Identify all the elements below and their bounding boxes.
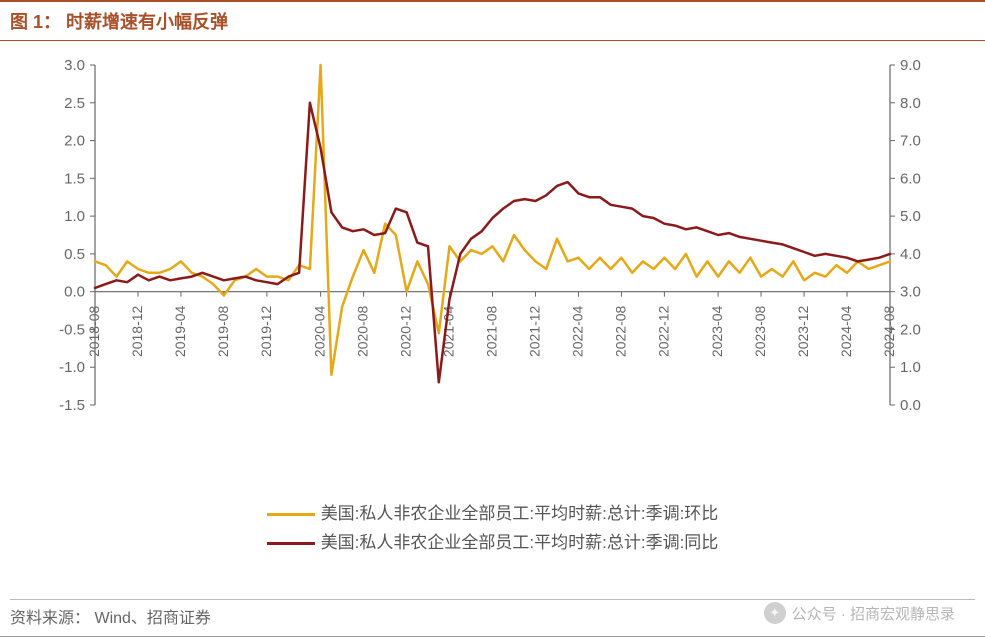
source-label: 资料来源： (10, 610, 90, 627)
svg-text:2021-12: 2021-12 (526, 305, 542, 357)
svg-text:3.0: 3.0 (64, 57, 85, 74)
svg-text:2019-04: 2019-04 (172, 305, 188, 357)
svg-text:2020-08: 2020-08 (355, 305, 371, 357)
svg-text:0.0: 0.0 (900, 397, 921, 414)
svg-text:0.0: 0.0 (64, 284, 85, 301)
svg-text:2.5: 2.5 (64, 95, 85, 112)
svg-text:2023-04: 2023-04 (709, 305, 725, 357)
svg-text:3.0: 3.0 (900, 284, 921, 301)
svg-text:9.0: 9.0 (900, 57, 921, 74)
svg-text:0.5: 0.5 (64, 246, 85, 263)
chart-area: -1.5-1.0-0.50.00.51.01.52.02.53.00.01.02… (40, 55, 945, 485)
legend-swatch-1 (267, 542, 315, 545)
svg-text:2020-12: 2020-12 (398, 305, 414, 357)
svg-text:1.0: 1.0 (900, 359, 921, 376)
legend-label-1: 美国:私人非农企业全部员工:平均时薪:总计:季调:同比 (321, 529, 719, 558)
svg-text:2.0: 2.0 (900, 321, 921, 338)
legend-label-0: 美国:私人非农企业全部员工:平均时薪:总计:季调:环比 (321, 500, 719, 529)
svg-text:2020-04: 2020-04 (312, 305, 328, 357)
svg-text:2023-12: 2023-12 (795, 305, 811, 357)
title-prefix: 图 1： (10, 12, 61, 32)
legend-item-0: 美国:私人非农企业全部员工:平均时薪:总计:季调:环比 (0, 500, 985, 529)
watermark: ✦ 公众号 · 招商宏观静思录 (764, 602, 955, 624)
svg-text:2018-08: 2018-08 (86, 305, 102, 357)
svg-text:1.0: 1.0 (64, 208, 85, 225)
title-bar: 图 1： 时薪增速有小幅反弹 (0, 0, 985, 41)
svg-text:2019-12: 2019-12 (258, 305, 274, 357)
svg-text:2022-04: 2022-04 (569, 305, 585, 357)
svg-text:2022-08: 2022-08 (612, 305, 628, 357)
svg-text:-0.5: -0.5 (59, 321, 85, 338)
legend-swatch-0 (267, 513, 315, 516)
svg-text:8.0: 8.0 (900, 95, 921, 112)
svg-text:2023-08: 2023-08 (752, 305, 768, 357)
watermark-text: 公众号 · 招商宏观静思录 (792, 603, 955, 624)
chart-title: 时薪增速有小幅反弹 (66, 12, 228, 32)
legend: 美国:私人非农企业全部员工:平均时薪:总计:季调:环比 美国:私人非农企业全部员… (0, 500, 985, 558)
svg-text:7.0: 7.0 (900, 133, 921, 150)
svg-text:2024-08: 2024-08 (881, 305, 897, 357)
svg-text:4.0: 4.0 (900, 246, 921, 263)
wechat-icon: ✦ (764, 602, 786, 624)
svg-text:2024-04: 2024-04 (838, 305, 854, 357)
svg-text:1.5: 1.5 (64, 170, 85, 187)
svg-text:-1.5: -1.5 (59, 397, 85, 414)
figure-container: 图 1： 时薪增速有小幅反弹 -1.5 -1.0 -0.5 0.0 0.5 1.0 1.5 2… (0, 0, 985, 637)
svg-text:2021-08: 2021-08 (484, 305, 500, 357)
svg-text:5.0: 5.0 (900, 208, 921, 225)
svg-text:2.0: 2.0 (64, 133, 85, 150)
svg-text:2019-08: 2019-08 (215, 305, 231, 357)
legend-item-1: 美国:私人非农企业全部员工:平均时薪:总计:季调:同比 (0, 529, 985, 558)
svg-text:6.0: 6.0 (900, 170, 921, 187)
chart-svg: -1.5-1.0-0.50.00.51.01.52.02.53.00.01.02… (40, 55, 945, 485)
svg-text:-1.0: -1.0 (59, 359, 85, 376)
svg-text:2022-12: 2022-12 (655, 305, 671, 357)
source-text: Wind、招商证券 (94, 610, 210, 627)
svg-text:2018-12: 2018-12 (129, 305, 145, 357)
